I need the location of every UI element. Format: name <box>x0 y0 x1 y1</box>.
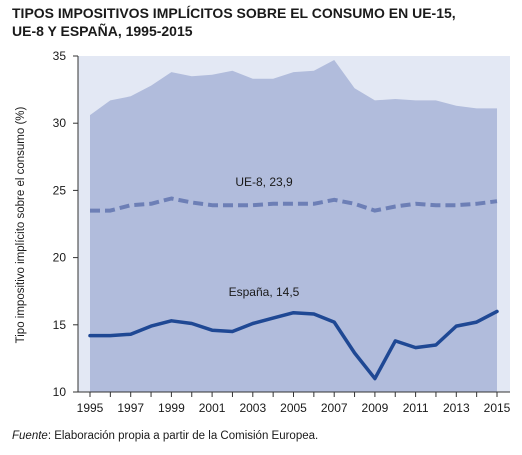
x-tick-label: 2003 <box>239 401 266 415</box>
y-tick-label: 15 <box>53 318 67 332</box>
x-tick-label: 2009 <box>362 401 389 415</box>
y-tick-label: 10 <box>53 385 67 399</box>
y-tick-label: 30 <box>53 116 67 130</box>
x-tick-label: 2015 <box>484 401 511 415</box>
line-area-chart: 10 15 20 25 30 35 1995 1997 1999 2001 2003 2005 2007… <box>15 49 511 415</box>
x-tick-label: 1997 <box>117 401 144 415</box>
chart-title-line-2: UE-8 Y ESPAÑA, 1995-2015 <box>12 23 193 39</box>
series-label-ue8: UE-8, 23,9 <box>235 175 293 189</box>
y-tick-label: 35 <box>53 49 67 63</box>
x-tick-label: 2011 <box>403 401 429 415</box>
chart-title: TIPOS IMPOSITIVOS IMPLÍCITOS SOBRE EL CO… <box>12 4 512 40</box>
x-tick-label: 2013 <box>443 401 470 415</box>
axes-group: 10 15 20 25 30 35 1995 1997 1999 2001 2003 2005 2007… <box>53 49 511 415</box>
y-tick-label: 20 <box>53 251 67 265</box>
source-text: : Elaboración propia a partir de la Comi… <box>47 430 319 442</box>
series-ue8-line <box>90 196 498 213</box>
source-note: Fuente: Elaboración propia a partir de l… <box>12 430 318 442</box>
series-spain-line <box>88 309 499 381</box>
y-tick-label: 25 <box>53 183 67 197</box>
x-tick-label: 2001 <box>199 401 226 415</box>
y-axis-label: Tipo impositivo implícito sobre el consu… <box>15 106 27 343</box>
x-tick-label: 1999 <box>158 401 185 415</box>
x-tick-label: 1995 <box>77 401 104 415</box>
source-label: Fuente <box>12 430 48 442</box>
x-tick-label: 2007 <box>321 401 348 415</box>
area-series-group <box>90 60 497 392</box>
chart-title-line-1: TIPOS IMPOSITIVOS IMPLÍCITOS SOBRE EL CO… <box>12 5 456 21</box>
series-ue15-area <box>90 60 497 392</box>
line-series-group <box>88 196 499 381</box>
series-label-spain: España, 14,5 <box>229 285 300 299</box>
x-tick-label: 2005 <box>280 401 307 415</box>
